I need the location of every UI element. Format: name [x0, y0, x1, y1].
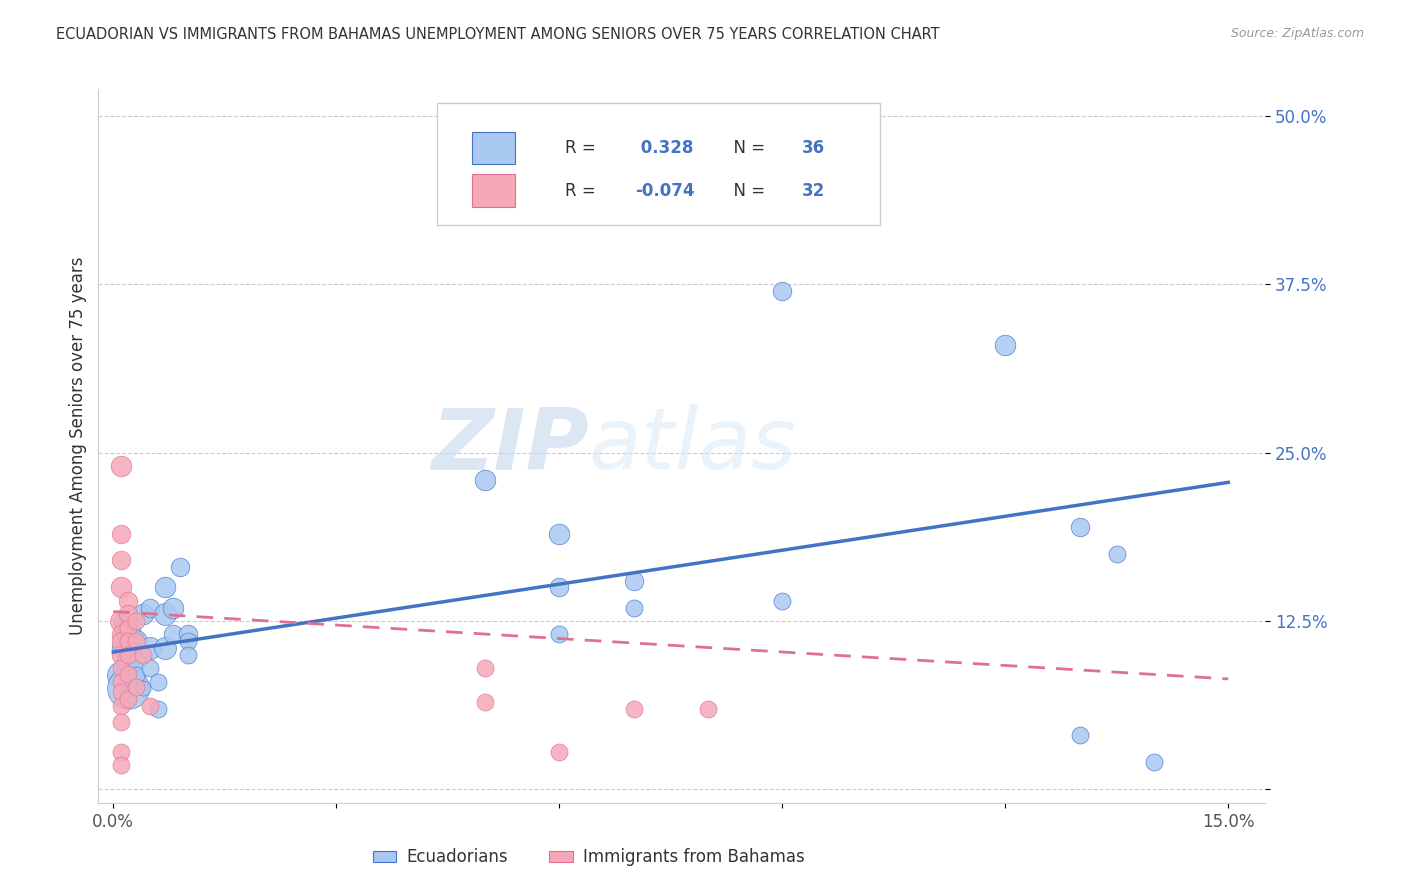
Text: ZIP: ZIP: [430, 404, 589, 488]
Text: N =: N =: [723, 182, 770, 200]
Point: [623, 701, 645, 715]
Point: [548, 745, 571, 759]
Point: [117, 692, 139, 706]
Point: [110, 526, 132, 541]
Point: [124, 634, 146, 648]
Text: R =: R =: [565, 182, 602, 200]
Point: [117, 607, 139, 622]
Point: [117, 666, 139, 681]
Point: [117, 681, 139, 696]
Point: [162, 600, 184, 615]
Point: [994, 338, 1017, 352]
Point: [169, 560, 191, 574]
Point: [139, 698, 162, 713]
Point: [1143, 756, 1166, 770]
Text: R =: R =: [565, 139, 602, 157]
Point: [110, 627, 132, 641]
FancyBboxPatch shape: [437, 103, 880, 225]
Y-axis label: Unemployment Among Seniors over 75 years: Unemployment Among Seniors over 75 years: [69, 257, 87, 635]
Point: [110, 580, 132, 594]
Point: [162, 627, 184, 641]
Text: N =: N =: [723, 139, 770, 157]
Point: [110, 634, 132, 648]
Point: [110, 614, 132, 628]
Point: [110, 745, 132, 759]
Point: [117, 627, 139, 641]
Text: Source: ZipAtlas.com: Source: ZipAtlas.com: [1230, 27, 1364, 40]
Point: [110, 459, 132, 474]
Text: 32: 32: [801, 182, 825, 200]
Point: [1069, 520, 1091, 534]
Point: [139, 600, 162, 615]
Point: [770, 594, 793, 608]
Point: [110, 674, 132, 689]
Point: [117, 634, 139, 648]
Text: atlas: atlas: [589, 404, 797, 488]
Point: [474, 661, 496, 675]
Point: [132, 648, 155, 662]
Text: 36: 36: [801, 139, 825, 157]
Point: [110, 698, 132, 713]
Point: [146, 674, 169, 689]
Point: [132, 607, 155, 622]
Point: [110, 714, 132, 729]
Point: [548, 526, 571, 541]
Point: [117, 655, 139, 669]
Point: [124, 680, 146, 694]
Point: [548, 627, 571, 641]
Point: [155, 640, 177, 655]
Point: [124, 655, 146, 669]
Point: [110, 758, 132, 772]
Point: [697, 701, 720, 715]
Point: [176, 627, 198, 641]
Text: -0.074: -0.074: [636, 182, 695, 200]
Point: [110, 661, 132, 675]
Point: [155, 607, 177, 622]
Point: [132, 681, 155, 696]
Point: [139, 661, 162, 675]
Point: [176, 648, 198, 662]
Point: [110, 648, 132, 662]
Point: [176, 634, 198, 648]
Point: [110, 685, 132, 699]
Legend: Ecuadorians, Immigrants from Bahamas: Ecuadorians, Immigrants from Bahamas: [366, 842, 811, 873]
FancyBboxPatch shape: [472, 175, 515, 207]
Point: [474, 473, 496, 487]
Point: [110, 640, 132, 655]
Point: [124, 614, 146, 628]
Point: [155, 580, 177, 594]
Point: [770, 284, 793, 298]
Point: [117, 621, 139, 635]
Point: [474, 695, 496, 709]
Text: 0.328: 0.328: [636, 139, 693, 157]
Point: [124, 668, 146, 682]
Point: [110, 614, 132, 628]
Point: [623, 600, 645, 615]
Point: [139, 640, 162, 655]
Point: [1105, 547, 1128, 561]
Point: [146, 701, 169, 715]
Point: [110, 668, 132, 682]
Point: [1069, 729, 1091, 743]
Point: [697, 203, 720, 218]
Point: [124, 634, 146, 648]
Point: [623, 574, 645, 588]
Point: [117, 594, 139, 608]
Text: ECUADORIAN VS IMMIGRANTS FROM BAHAMAS UNEMPLOYMENT AMONG SENIORS OVER 75 YEARS C: ECUADORIAN VS IMMIGRANTS FROM BAHAMAS UN…: [56, 27, 939, 42]
Point: [548, 580, 571, 594]
Point: [117, 648, 139, 662]
Point: [110, 553, 132, 567]
FancyBboxPatch shape: [472, 132, 515, 164]
